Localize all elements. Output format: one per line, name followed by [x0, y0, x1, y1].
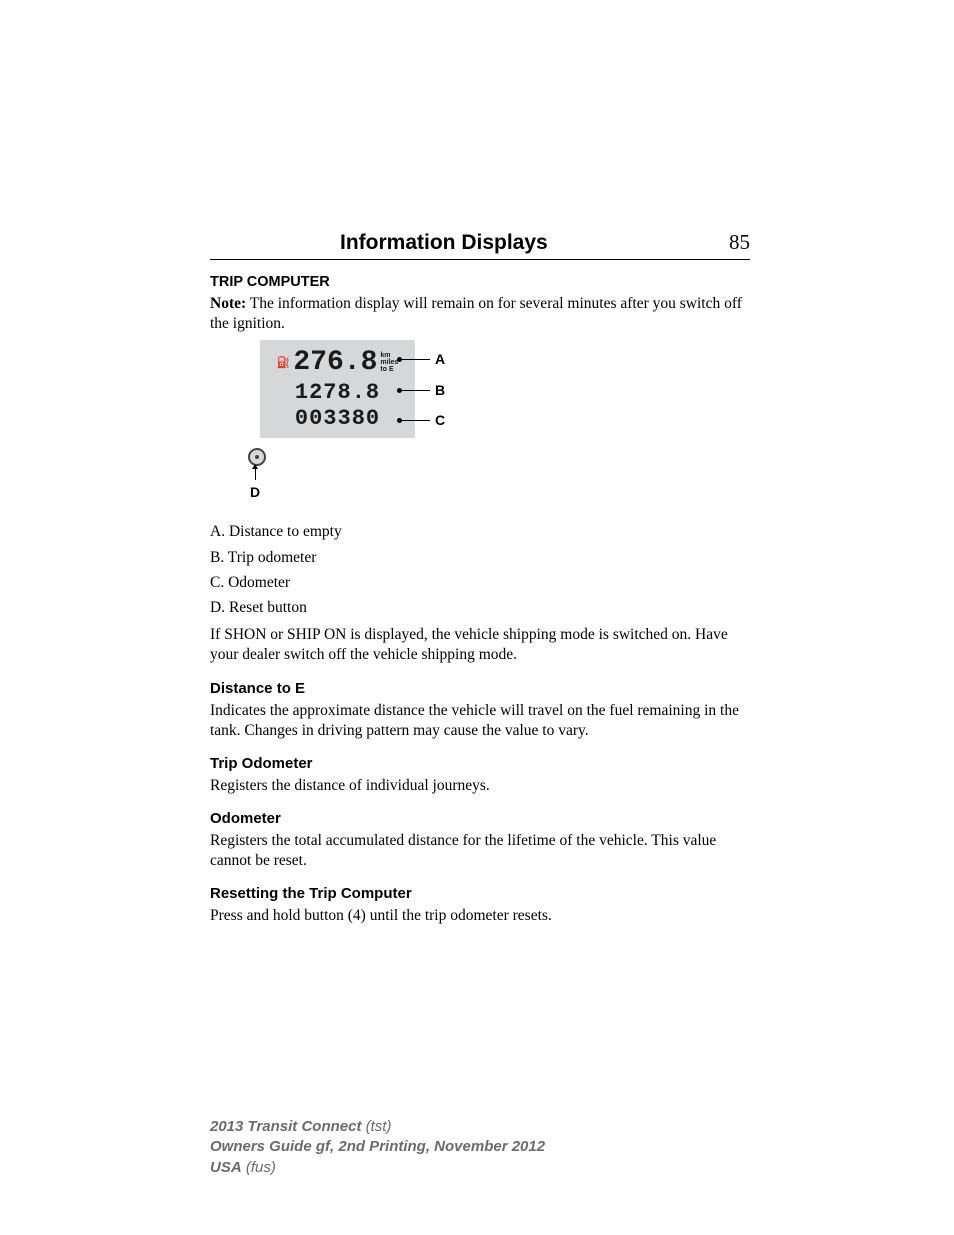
trip-odometer-value: 1278.8: [295, 380, 380, 405]
header-title: Information Displays: [340, 231, 548, 255]
fuel-pump-icon: ⛽: [277, 356, 291, 369]
unit-miles: miles: [380, 359, 398, 366]
callout-label-b: B: [435, 382, 445, 398]
footer-line-2: Owners Guide gf, 2nd Printing, November …: [210, 1137, 545, 1157]
resetting-text: Press and hold button (4) until the trip…: [210, 906, 750, 926]
display-row-b: 1278.8: [266, 380, 409, 405]
note-text: The information display will remain on f…: [210, 295, 742, 332]
note-paragraph: Note: The information display will remai…: [210, 294, 750, 334]
callout-line-c: [402, 420, 430, 421]
page-number: 85: [729, 230, 750, 255]
trip-computer-diagram: ⛽ 276.8 km miles to E 1278.8 003380 A B: [230, 340, 470, 510]
page-content: Information Displays 85 TRIP COMPUTER No…: [210, 230, 750, 932]
subheading-distance-to-e: Distance to E: [210, 680, 750, 697]
subheading-resetting: Resetting the Trip Computer: [210, 885, 750, 902]
shipping-mode-paragraph: If SHON or SHIP ON is displayed, the veh…: [210, 625, 750, 665]
footer-line-3: USA (fus): [210, 1158, 545, 1178]
odometer-text: Registers the total accumulated distance…: [210, 831, 750, 871]
reset-button-dot: [255, 455, 259, 459]
footer-vehicle: 2013 Transit Connect: [210, 1118, 361, 1135]
footer-code-1: (tst): [361, 1118, 391, 1135]
section-heading-trip-computer: TRIP COMPUTER: [210, 274, 750, 290]
display-row-c: 003380: [266, 406, 409, 431]
footer-line-1: 2013 Transit Connect (tst): [210, 1117, 545, 1137]
odometer-value: 003380: [295, 406, 380, 431]
distance-units: km miles to E: [380, 352, 398, 373]
legend-b: B. Trip odometer: [210, 546, 750, 569]
footer-code-3: (fus): [242, 1159, 276, 1176]
footer-country: USA: [210, 1159, 242, 1176]
note-label: Note:: [210, 295, 246, 312]
unit-km: km: [380, 352, 398, 359]
trip-odometer-text: Registers the distance of individual jou…: [210, 776, 750, 796]
callout-label-a: A: [435, 351, 445, 367]
callout-label-d: D: [250, 484, 260, 500]
page-header: Information Displays 85: [210, 230, 750, 260]
subheading-odometer: Odometer: [210, 810, 750, 827]
distance-to-empty-value: 276.8: [293, 347, 377, 378]
reset-arrow: [255, 468, 256, 480]
legend-a: A. Distance to empty: [210, 520, 750, 543]
callout-label-c: C: [435, 412, 445, 428]
unit-to-e: to E: [380, 366, 398, 373]
subheading-trip-odometer: Trip Odometer: [210, 755, 750, 772]
callout-line-a: [402, 359, 430, 360]
callout-line-b: [402, 390, 430, 391]
legend-c: C. Odometer: [210, 571, 750, 594]
page-footer: 2013 Transit Connect (tst) Owners Guide …: [210, 1117, 545, 1178]
distance-to-e-text: Indicates the approximate distance the v…: [210, 701, 750, 741]
legend-d: D. Reset button: [210, 596, 750, 619]
display-row-a: ⛽ 276.8 km miles to E: [266, 347, 409, 378]
display-screen: ⛽ 276.8 km miles to E 1278.8 003380: [260, 340, 415, 438]
